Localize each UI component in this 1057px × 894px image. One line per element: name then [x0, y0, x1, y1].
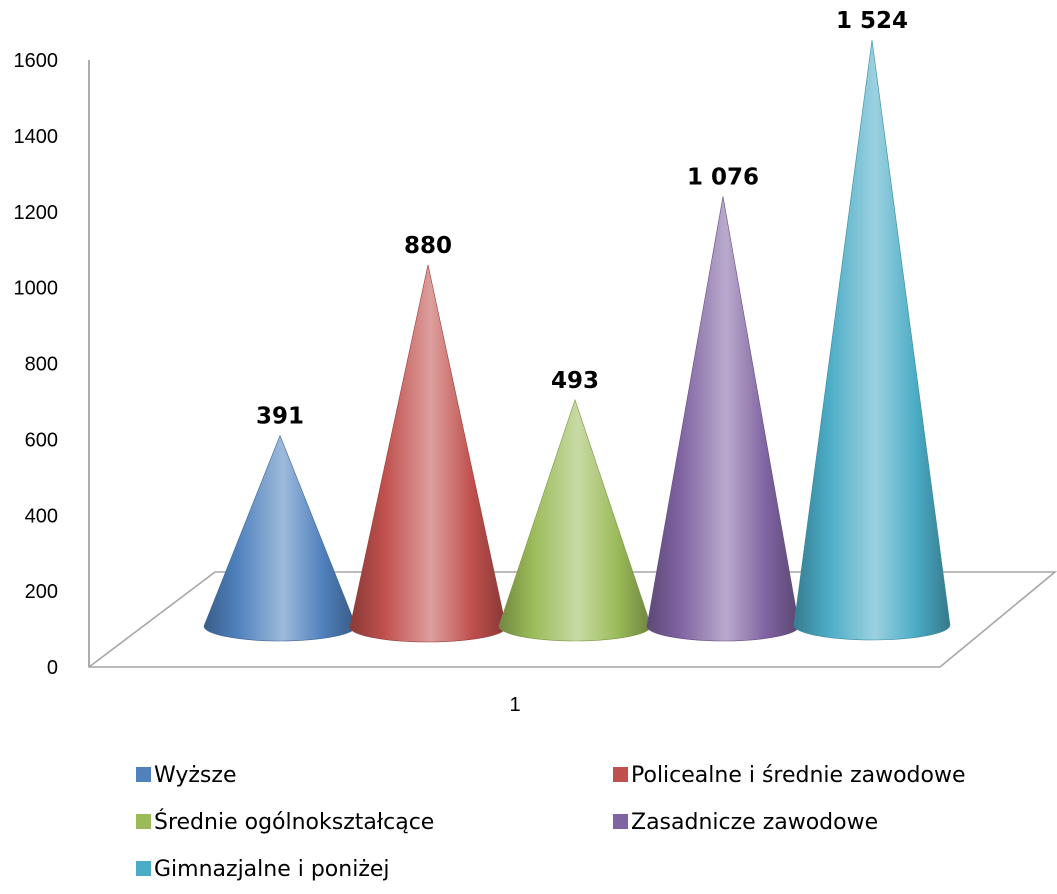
y-axis-ticks: 0 200 400 600 800 1000 1200 1400 1600	[14, 50, 59, 679]
legend-label: Średnie ogólnokształcące	[154, 809, 434, 835]
legend: Wyższe Policealne i średnie zawodowe Średn…	[136, 763, 966, 882]
legend-swatch	[136, 814, 151, 829]
y-tick-label: 1000	[14, 278, 59, 300]
cone-zasadnicze-zawodowe	[646, 196, 800, 642]
legend-label: Policealne i średnie zawodowe	[631, 763, 966, 788]
legend-item-wyzsze: Wyższe	[136, 763, 236, 788]
chart-walls	[88, 60, 1057, 668]
y-tick-label: 1400	[14, 126, 59, 148]
legend-label: Zasadnicze zawodowe	[631, 810, 878, 835]
data-labels: 391 880 493 1 076 1 524	[256, 8, 908, 430]
data-label-wyzsze: 391	[256, 404, 304, 430]
y-tick-label: 800	[25, 354, 58, 376]
y-tick-label: 400	[25, 505, 58, 527]
data-label-gimnazjalne-i-ponizej: 1 524	[836, 8, 908, 34]
data-label-zasadnicze-zawodowe: 1 076	[687, 164, 759, 190]
legend-swatch	[613, 767, 628, 782]
data-label-policealne-i-srednie-zawodowe: 880	[404, 233, 452, 259]
legend-swatch	[613, 814, 628, 829]
legend-item-srednie-ogolnoksztalcace: Średnie ogólnokształcące	[136, 809, 434, 835]
y-tick-label: 0	[47, 657, 58, 679]
y-tick-label: 1600	[14, 50, 59, 72]
cone-srednie-ogolnoksztalcace	[498, 398, 652, 642]
legend-label: Gimnazjalne i poniżej	[154, 857, 390, 882]
data-label-srednie-ogolnoksztalcace: 493	[551, 368, 599, 394]
legend-label: Wyższe	[154, 763, 236, 788]
cone-wyzsze	[203, 434, 357, 642]
y-tick-label: 600	[25, 429, 58, 451]
x-tick-label: 1	[509, 694, 520, 716]
x-axis-ticks: 1	[509, 694, 520, 716]
y-tick-label: 1200	[14, 202, 59, 224]
legend-item-zasadnicze-zawodowe: Zasadnicze zawodowe	[613, 810, 878, 835]
y-tick-label: 200	[25, 581, 58, 603]
legend-swatch	[136, 861, 151, 876]
cone-gimnazjalne-i-ponizej	[793, 39, 951, 641]
cone-policealne-i-srednie-zawodowe	[349, 264, 507, 643]
legend-item-policealne-i-srednie-zawodowe: Policealne i średnie zawodowe	[613, 763, 966, 788]
legend-swatch	[136, 767, 151, 782]
cone-series	[203, 39, 951, 643]
legend-item-gimnazjalne-i-ponizej: Gimnazjalne i poniżej	[136, 857, 390, 882]
